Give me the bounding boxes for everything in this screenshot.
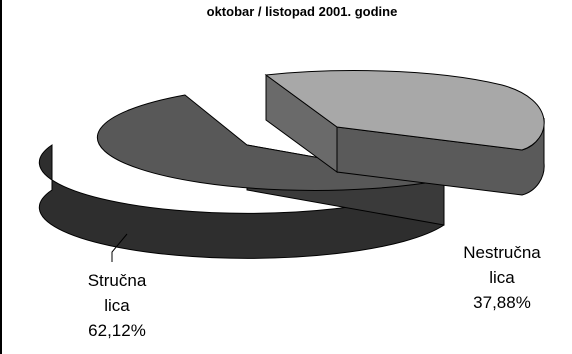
label-strucna-value: 62,12%	[88, 321, 146, 340]
label-nestrucna-line1: Nestručna	[463, 243, 541, 262]
slice-group-nestrucna	[264, 70, 545, 196]
label-nestrucna-line2: lica	[489, 268, 515, 287]
label-nestrucna-value: 37,88%	[473, 293, 531, 312]
label-strucna-line1: Stručna	[88, 271, 147, 290]
label-strucna-line2: lica	[104, 296, 130, 315]
chart-title: oktobar / listopad 2001. godine	[207, 4, 398, 19]
slice-nestrucna	[264, 70, 545, 151]
leader-line-strucna	[111, 233, 128, 262]
